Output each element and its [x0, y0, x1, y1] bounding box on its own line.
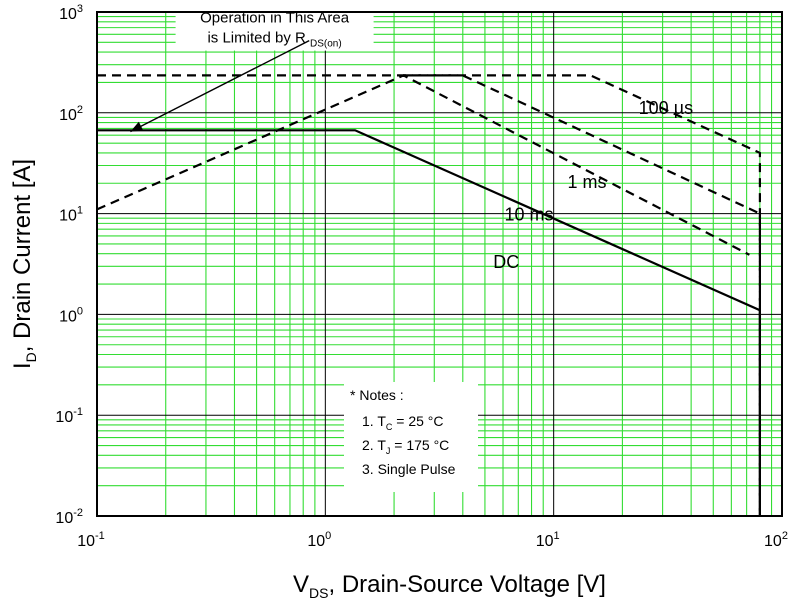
y-tick-label: 101 [59, 205, 83, 225]
series-label-10-ms: 10 ms [505, 205, 554, 225]
notes-item-1: 1. TC = 25 °C [362, 413, 444, 432]
notes-title: * Notes : [350, 387, 404, 403]
series-layer [96, 74, 762, 516]
notes-box: * Notes : 1. TC = 25 °C 2. TJ = 175 °C 3. S… [344, 382, 478, 492]
series-line-10-ms [96, 74, 750, 256]
series-line-dc [97, 129, 762, 516]
x-axis-title: VDS, Drain-Source Voltage [V] [293, 571, 606, 601]
y-tick-label: 10-1 [55, 406, 83, 426]
notes-item-2: 2. TJ = 175 °C [362, 437, 449, 456]
y-axis-title: ID, Drain Current [A] [9, 159, 39, 369]
x-tick-label: 102 [764, 530, 788, 550]
x-tick-label: 10-1 [77, 530, 105, 550]
annotation-line-2: is Limited by R DS(on) [207, 30, 341, 50]
axis-titles: VDS, Drain-Source Voltage [V] ID, Drain C… [9, 159, 606, 601]
x-tick-label: 100 [307, 530, 331, 550]
plot-frame [96, 11, 783, 517]
tick-labels: 10-1 100 101 102 10-2 10-1 100 101 102 103 [55, 3, 788, 550]
annotation-arrow-shaft [130, 40, 310, 133]
notes-background [344, 382, 478, 492]
annotation-arrow-head [130, 121, 144, 132]
x-tick-label: 101 [536, 530, 560, 550]
notes-item-3: 3. Single Pulse [362, 461, 456, 477]
y-tick-label: 100 [59, 305, 83, 325]
series-label-100-s: 100 µs [639, 98, 693, 118]
curve-labels: 100 µs 1 ms 10 ms DC [493, 98, 693, 272]
series-label-dc: DC [493, 252, 519, 272]
y-tick-label: 103 [59, 3, 83, 23]
y-tick-label: 10-2 [55, 507, 83, 527]
series-label-1-ms: 1 ms [568, 172, 607, 192]
annotation-line-1: Operation in This Area [200, 10, 350, 27]
y-tick-label: 102 [59, 104, 83, 124]
